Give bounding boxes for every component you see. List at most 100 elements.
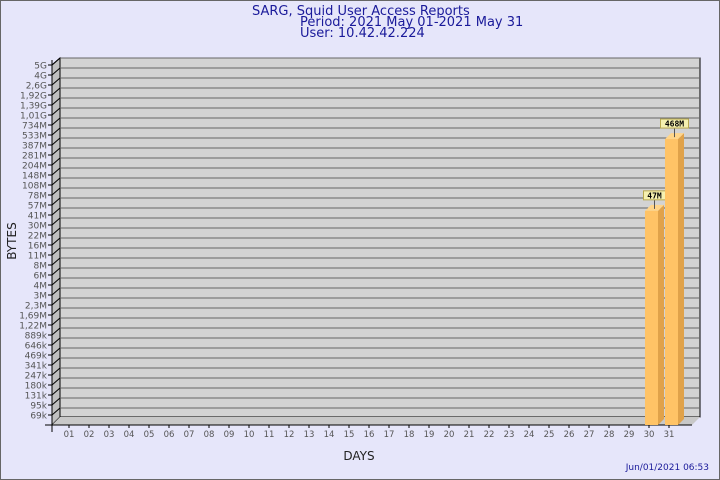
y-tick-label: 734M [22, 122, 47, 132]
x-tick-label: 21 [464, 430, 475, 440]
tick-diagonal [51, 317, 61, 326]
y-tick-label: 30M [28, 222, 47, 232]
data-label: 468M [665, 120, 684, 129]
y-tick-label: 281M [22, 152, 47, 162]
y-tick-label: 3M [34, 292, 48, 302]
tick-diagonal [51, 177, 61, 186]
tick-diagonal [51, 227, 61, 236]
bar-side [658, 204, 664, 425]
y-tick-label: 22M [28, 232, 47, 242]
generated-timestamp: Jun/01/2021 06:53 [625, 463, 709, 473]
y-tick-label: 8M [34, 262, 48, 272]
x-tick-label: 08 [204, 430, 215, 440]
bar [665, 139, 678, 425]
x-tick-label: 14 [324, 430, 335, 440]
tick-diagonal [51, 197, 61, 206]
y-tick-label: 69k [30, 412, 47, 422]
bar-side [678, 133, 684, 425]
x-tick-label: 17 [384, 430, 395, 440]
tick-diagonal [51, 347, 61, 356]
tick-diagonal [51, 407, 61, 416]
tick-diagonal [51, 267, 61, 276]
y-tick-label: 131k [25, 392, 48, 402]
tick-diagonal [51, 167, 61, 176]
tick-diagonal [51, 57, 61, 66]
y-tick-label: 341k [25, 362, 48, 372]
y-tick-label: 180k [25, 382, 48, 392]
y-tick-label: 469k [25, 352, 48, 362]
tick-diagonal [51, 187, 61, 196]
x-tick-label: 12 [284, 430, 295, 440]
chart-title: SARG, Squid User Access Reports [252, 4, 470, 19]
tick-diagonal [51, 97, 61, 106]
tick-diagonal [51, 237, 61, 246]
x-tick-label: 06 [164, 430, 175, 440]
tick-diagonal [51, 107, 61, 116]
y-tick-label: 4M [34, 282, 48, 292]
x-tick-label: 15 [344, 430, 355, 440]
tick-diagonal [51, 297, 61, 306]
x-tick-label: 05 [144, 430, 155, 440]
tick-diagonal [51, 207, 61, 216]
y-tick-label: 1,69M [19, 312, 47, 322]
x-tick-label: 18 [404, 430, 415, 440]
tick-diagonal [51, 137, 61, 146]
y-tick-label: 95k [30, 402, 47, 412]
x-tick-label: 19 [424, 430, 435, 440]
data-label-box [660, 118, 689, 129]
tick-diagonal [51, 387, 61, 396]
tick-diagonal [51, 117, 61, 126]
tick-diagonal [51, 307, 61, 316]
y-tick-label: 387M [22, 142, 47, 152]
tick-diagonal [51, 327, 61, 336]
y-tick-label: 4G [34, 72, 47, 82]
x-tick-label: 24 [524, 430, 535, 440]
x-tick-label: 30 [644, 430, 655, 440]
x-tick-label: 10 [244, 430, 255, 440]
tick-diagonal [51, 127, 61, 136]
tick-diagonal [51, 277, 61, 286]
x-tick-label: 02 [84, 430, 95, 440]
y-tick-label: 57M [28, 202, 47, 212]
tick-diagonal [51, 67, 61, 76]
plot-floor [52, 417, 700, 425]
tick-diagonal [51, 77, 61, 86]
y-tick-label: 204M [22, 162, 47, 172]
y-tick-label: 646k [25, 342, 48, 352]
x-tick-label: 09 [224, 430, 235, 440]
x-tick-label: 28 [604, 430, 615, 440]
x-tick-label: 03 [104, 430, 115, 440]
x-tick-label: 31 [664, 430, 675, 440]
bar [645, 210, 658, 425]
tick-diagonal [51, 337, 61, 346]
tick-diagonal [51, 157, 61, 166]
y-tick-label: 247k [25, 372, 48, 382]
x-tick-label: 29 [624, 430, 635, 440]
tick-diagonal [51, 247, 61, 256]
y-tick-label: 5G [34, 62, 47, 72]
y-tick-label: 1,22M [19, 322, 47, 332]
data-label: 47M [647, 191, 662, 200]
y-tick-label: 1,92G [20, 92, 47, 102]
tick-diagonal [51, 287, 61, 296]
y-tick-label: 1,01G [20, 112, 47, 122]
y-tick-label: 2,3M [25, 302, 47, 312]
tick-diagonal [51, 87, 61, 96]
tick-diagonal [51, 217, 61, 226]
x-tick-label: 25 [544, 430, 555, 440]
x-tick-label: 26 [564, 430, 575, 440]
y-tick-label: 889k [25, 332, 48, 342]
y-axis-title: BYTES [5, 222, 19, 259]
y-tick-label: 41M [28, 212, 47, 222]
tick-diagonal [51, 147, 61, 156]
y-tick-label: 533M [22, 132, 47, 142]
y-tick-label: 108M [22, 182, 47, 192]
x-tick-label: 20 [444, 430, 455, 440]
tick-diagonal [51, 257, 61, 266]
x-tick-label: 23 [504, 430, 515, 440]
x-tick-label: 22 [484, 430, 495, 440]
y-tick-label: 2,6G [26, 82, 47, 92]
y-tick-label: 16M [28, 242, 47, 252]
report-user: User: 10.42.42.224 [300, 26, 425, 41]
